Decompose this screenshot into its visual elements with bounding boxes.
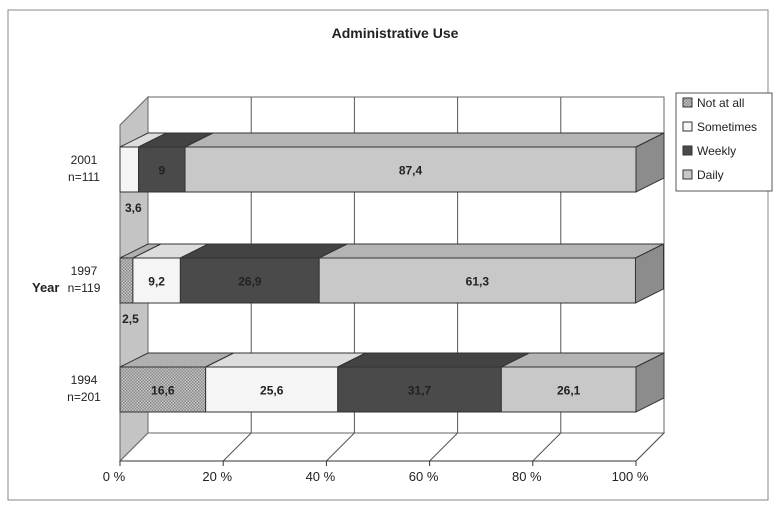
bar-segment-top bbox=[180, 243, 348, 259]
data-label: 26,9 bbox=[238, 275, 262, 289]
data-label: 87,4 bbox=[399, 164, 423, 178]
category-year-label: 1994 bbox=[71, 373, 98, 387]
x-tick-label: 60 % bbox=[409, 469, 439, 484]
bar-segment-weekly bbox=[179, 257, 320, 304]
floor-gridline bbox=[532, 432, 562, 462]
bar-segment-top bbox=[184, 132, 665, 148]
bar-segment-side bbox=[635, 352, 665, 413]
bars: 3,6 9 87,4 2,5 9,2 26,9 61,3 16,6 25,6 31,7 26,1 bbox=[119, 132, 665, 413]
x-tick-label: 20 % bbox=[202, 469, 232, 484]
category-year-label: 2001 bbox=[71, 153, 98, 167]
y-axis-title: Year bbox=[32, 280, 59, 295]
category-n-label: n=201 bbox=[67, 390, 101, 404]
chart-title: Administrative Use bbox=[332, 25, 459, 41]
bar-segment-sometimes bbox=[205, 366, 339, 413]
floor-gridline bbox=[326, 432, 355, 462]
data-label: 2,5 bbox=[122, 312, 139, 326]
legend-label: Weekly bbox=[697, 144, 736, 158]
bar-segment-sometimes bbox=[132, 257, 181, 304]
bar-segment-side bbox=[634, 243, 664, 304]
axes: 0 % 20 % 40 % 60 % 80 % 100 % 2001 n=111 1997 n=1… bbox=[67, 153, 649, 484]
floor-gridline bbox=[222, 432, 252, 462]
bar-row-1994: 16,6 25,6 31,7 26,1 bbox=[119, 352, 665, 413]
bar-segment-sometimes bbox=[119, 146, 140, 193]
x-tick-label: 0 % bbox=[103, 469, 126, 484]
category-n-label: n=111 bbox=[68, 170, 100, 184]
bar-segment-side bbox=[635, 132, 665, 193]
data-label: 9,2 bbox=[148, 275, 165, 289]
legend-swatch bbox=[682, 145, 693, 156]
bar-segment-daily bbox=[500, 366, 637, 413]
data-label: 61,3 bbox=[466, 275, 490, 289]
data-label: 16,6 bbox=[151, 384, 175, 398]
category-year-label: 1997 bbox=[71, 264, 98, 278]
bar-row-1997: 2,5 9,2 26,9 61,3 bbox=[119, 243, 664, 326]
legend: Not at all Sometimes Weekly Daily bbox=[675, 92, 773, 192]
legend-swatch bbox=[682, 169, 693, 180]
bar-segment-not-at-all bbox=[119, 257, 134, 304]
x-tick-label: 100 % bbox=[612, 469, 649, 484]
data-label: 3,6 bbox=[125, 201, 142, 215]
legend-label: Not at all bbox=[697, 96, 744, 110]
category-n-label: n=119 bbox=[68, 281, 101, 295]
bar-segment-top bbox=[318, 243, 664, 259]
legend-swatch bbox=[682, 97, 693, 108]
x-tick-label: 80 % bbox=[512, 469, 542, 484]
bar-row-2001: 3,6 9 87,4 bbox=[119, 132, 665, 215]
floor-gridline bbox=[429, 432, 458, 462]
bar-segment-daily bbox=[184, 146, 637, 193]
legend-label: Sometimes bbox=[697, 120, 757, 134]
data-label: 9 bbox=[158, 164, 165, 178]
bar-segment-daily bbox=[318, 257, 636, 304]
data-label: 31,7 bbox=[408, 384, 432, 398]
data-label: 25,6 bbox=[260, 384, 284, 398]
x-tick-label: 40 % bbox=[306, 469, 336, 484]
floor-gridline bbox=[635, 432, 665, 462]
legend-swatch bbox=[682, 121, 693, 132]
data-label: 26,1 bbox=[557, 384, 581, 398]
bar-segment-top bbox=[337, 352, 530, 368]
legend-label: Daily bbox=[697, 168, 724, 182]
floor bbox=[118, 432, 666, 462]
bar-segment-weekly bbox=[138, 146, 186, 193]
